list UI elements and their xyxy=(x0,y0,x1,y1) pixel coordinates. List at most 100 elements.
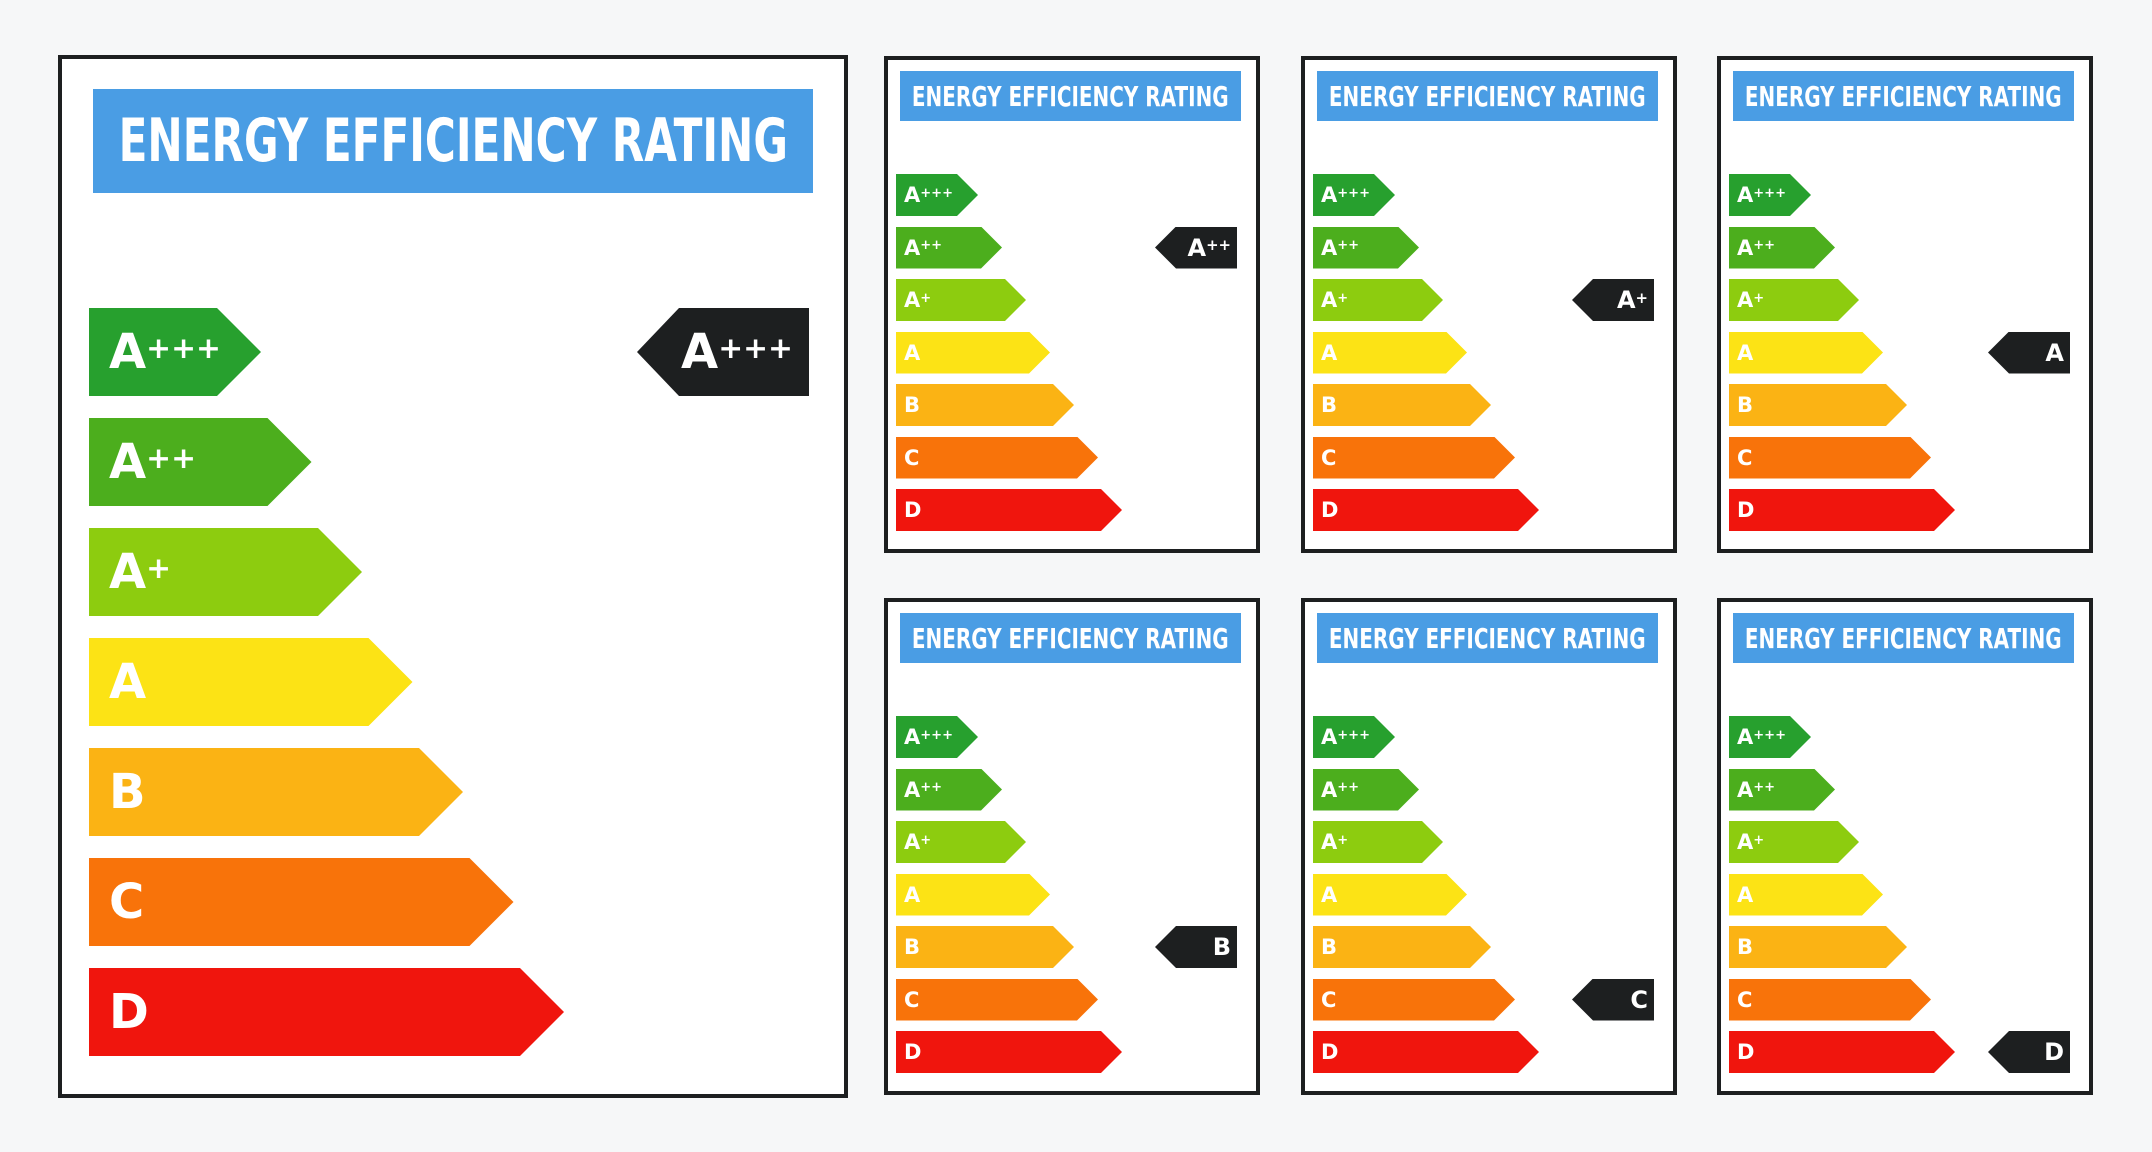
rating-plus-suffix: +++ xyxy=(718,330,793,366)
rating-title-banner: ENERGY EFFICIENCY RATING xyxy=(900,613,1241,663)
energy-label-card-large: ENERGY EFFICIENCY RATING A +++ A ++ A + A B C D A ++… xyxy=(58,55,848,1098)
rating-letter: A xyxy=(681,324,719,380)
class-arrow-d: D xyxy=(896,489,1122,531)
rating-letter: A xyxy=(1737,777,1754,802)
rating-letter: B xyxy=(1321,393,1338,417)
class-arrow-c: C xyxy=(1313,437,1515,479)
rating-plus-suffix: + xyxy=(1337,832,1349,848)
rating-letter: B xyxy=(109,764,146,820)
rating-letter: D xyxy=(1321,498,1339,522)
class-arrow-ap: A + xyxy=(1313,821,1443,863)
class-arrow-b: B xyxy=(896,384,1074,426)
rating-letter: A xyxy=(1321,777,1338,802)
current-rating-marker: A + xyxy=(1572,279,1654,321)
rating-plus-suffix: + xyxy=(1753,832,1765,848)
class-arrow-b: B xyxy=(1313,926,1491,968)
class-arrow-a: A xyxy=(896,874,1050,916)
current-rating-marker: C xyxy=(1572,978,1654,1021)
rating-plus-suffix: +++ xyxy=(1337,185,1370,201)
class-arrow-appp: A +++ xyxy=(1313,174,1395,216)
class-arrow-appp: A +++ xyxy=(896,716,978,758)
rating-letter: A xyxy=(904,830,921,854)
rating-letter: A xyxy=(109,654,147,710)
rating-plus-suffix: + xyxy=(1337,290,1349,306)
rating-plus-suffix: ++ xyxy=(920,238,943,254)
rating-letter: A xyxy=(1321,725,1338,749)
class-arrow-c: C xyxy=(1313,979,1515,1021)
rating-title: ENERGY EFFICIENCY RATING xyxy=(912,621,1229,655)
rating-letter: C xyxy=(1630,985,1648,1014)
rating-plus-suffix: ++ xyxy=(1753,238,1776,254)
rating-letter: A xyxy=(1321,340,1338,365)
rating-letter: A xyxy=(904,882,921,907)
class-arrow-ap: A + xyxy=(1729,279,1859,321)
current-rating-marker: D xyxy=(1988,1031,2070,1073)
class-arrow-c: C xyxy=(1729,979,1931,1021)
rating-letter: A xyxy=(904,777,921,802)
class-arrow-b: B xyxy=(1729,384,1907,426)
rating-letter: D xyxy=(1321,1040,1339,1064)
rating-letter: A xyxy=(1187,233,1207,262)
rating-title-banner: ENERGY EFFICIENCY RATING xyxy=(1733,613,2074,663)
rating-letter: D xyxy=(904,498,922,522)
rating-letter: A xyxy=(904,183,921,207)
class-arrow-app: A ++ xyxy=(1313,227,1419,269)
rating-plus-suffix: +++ xyxy=(1753,727,1786,743)
class-arrow-ap: A + xyxy=(1313,279,1443,321)
rating-title-banner: ENERGY EFFICIENCY RATING xyxy=(900,71,1241,121)
class-arrow-app: A ++ xyxy=(1729,769,1835,811)
class-arrow-ap: A + xyxy=(1729,821,1859,863)
rating-plus-suffix: ++ xyxy=(146,440,197,476)
class-arrow-app: A ++ xyxy=(1729,227,1835,269)
class-arrow-d: D xyxy=(1313,1031,1539,1073)
rating-letter: A xyxy=(109,544,147,600)
rating-letter: A xyxy=(109,324,147,380)
current-rating-marker: A xyxy=(1988,331,2070,374)
rating-letter: A xyxy=(1737,725,1754,749)
rating-plus-suffix: ++ xyxy=(920,780,943,796)
class-arrow-appp: A +++ xyxy=(1313,716,1395,758)
rating-letter: A xyxy=(904,235,921,260)
rating-plus-suffix: +++ xyxy=(920,727,953,743)
energy-label-card-small-4: ENERGY EFFICIENCY RATING A +++ A ++ A + A B C D B xyxy=(884,598,1260,1095)
current-rating-marker: B xyxy=(1155,926,1237,968)
rating-letter: C xyxy=(1321,987,1337,1012)
rating-letter: A xyxy=(1321,235,1338,260)
rating-title: ENERGY EFFICIENCY RATING xyxy=(912,79,1229,113)
rating-plus-suffix: + xyxy=(920,832,932,848)
class-arrow-a: A xyxy=(896,332,1050,374)
class-arrow-app: A ++ xyxy=(896,769,1002,811)
rating-plus-suffix: ++ xyxy=(1753,780,1776,796)
rating-letter: D xyxy=(904,1040,922,1064)
rating-title: ENERGY EFFICIENCY RATING xyxy=(1745,621,2062,655)
energy-label-card-small-5: ENERGY EFFICIENCY RATING A +++ A ++ A + A B C D C xyxy=(1301,598,1677,1095)
energy-label-card-small-3: ENERGY EFFICIENCY RATING A +++ A ++ A + A B C D A xyxy=(1717,56,2093,553)
rating-letter: C xyxy=(109,874,145,930)
rating-letter: D xyxy=(109,984,149,1040)
class-arrow-a: A xyxy=(1313,874,1467,916)
rating-letter: C xyxy=(1321,445,1337,470)
rating-plus-suffix: +++ xyxy=(146,330,221,366)
energy-label-card-small-1: ENERGY EFFICIENCY RATING A +++ A ++ A + A B C D A ++ xyxy=(884,56,1260,553)
energy-label-card-small-2: ENERGY EFFICIENCY RATING A +++ A ++ A + A B C D A + xyxy=(1301,56,1677,553)
rating-letter: C xyxy=(1737,445,1753,470)
class-arrow-d: D xyxy=(896,1031,1122,1073)
rating-plus-suffix: +++ xyxy=(920,185,953,201)
rating-letter: B xyxy=(1737,935,1754,959)
rating-letter: A xyxy=(2045,338,2064,367)
rating-letter: D xyxy=(2044,1038,2064,1066)
energy-label-card-small-6: ENERGY EFFICIENCY RATING A +++ A ++ A + A B C D D xyxy=(1717,598,2093,1095)
rating-title-banner: ENERGY EFFICIENCY RATING xyxy=(1317,71,1658,121)
rating-letter: A xyxy=(904,340,921,365)
rating-plus-suffix: ++ xyxy=(1337,238,1360,254)
rating-letter: A xyxy=(1321,183,1338,207)
class-arrow-d: D xyxy=(1313,489,1539,531)
class-arrow-b: B xyxy=(1313,384,1491,426)
class-arrow-appp: A +++ xyxy=(89,308,261,396)
rating-title-banner: ENERGY EFFICIENCY RATING xyxy=(1317,613,1658,663)
rating-title-banner: ENERGY EFFICIENCY RATING xyxy=(1733,71,2074,121)
class-arrow-d: D xyxy=(1729,1031,1955,1073)
rating-letter: A xyxy=(1321,288,1338,312)
rating-letter: A xyxy=(1737,235,1754,260)
